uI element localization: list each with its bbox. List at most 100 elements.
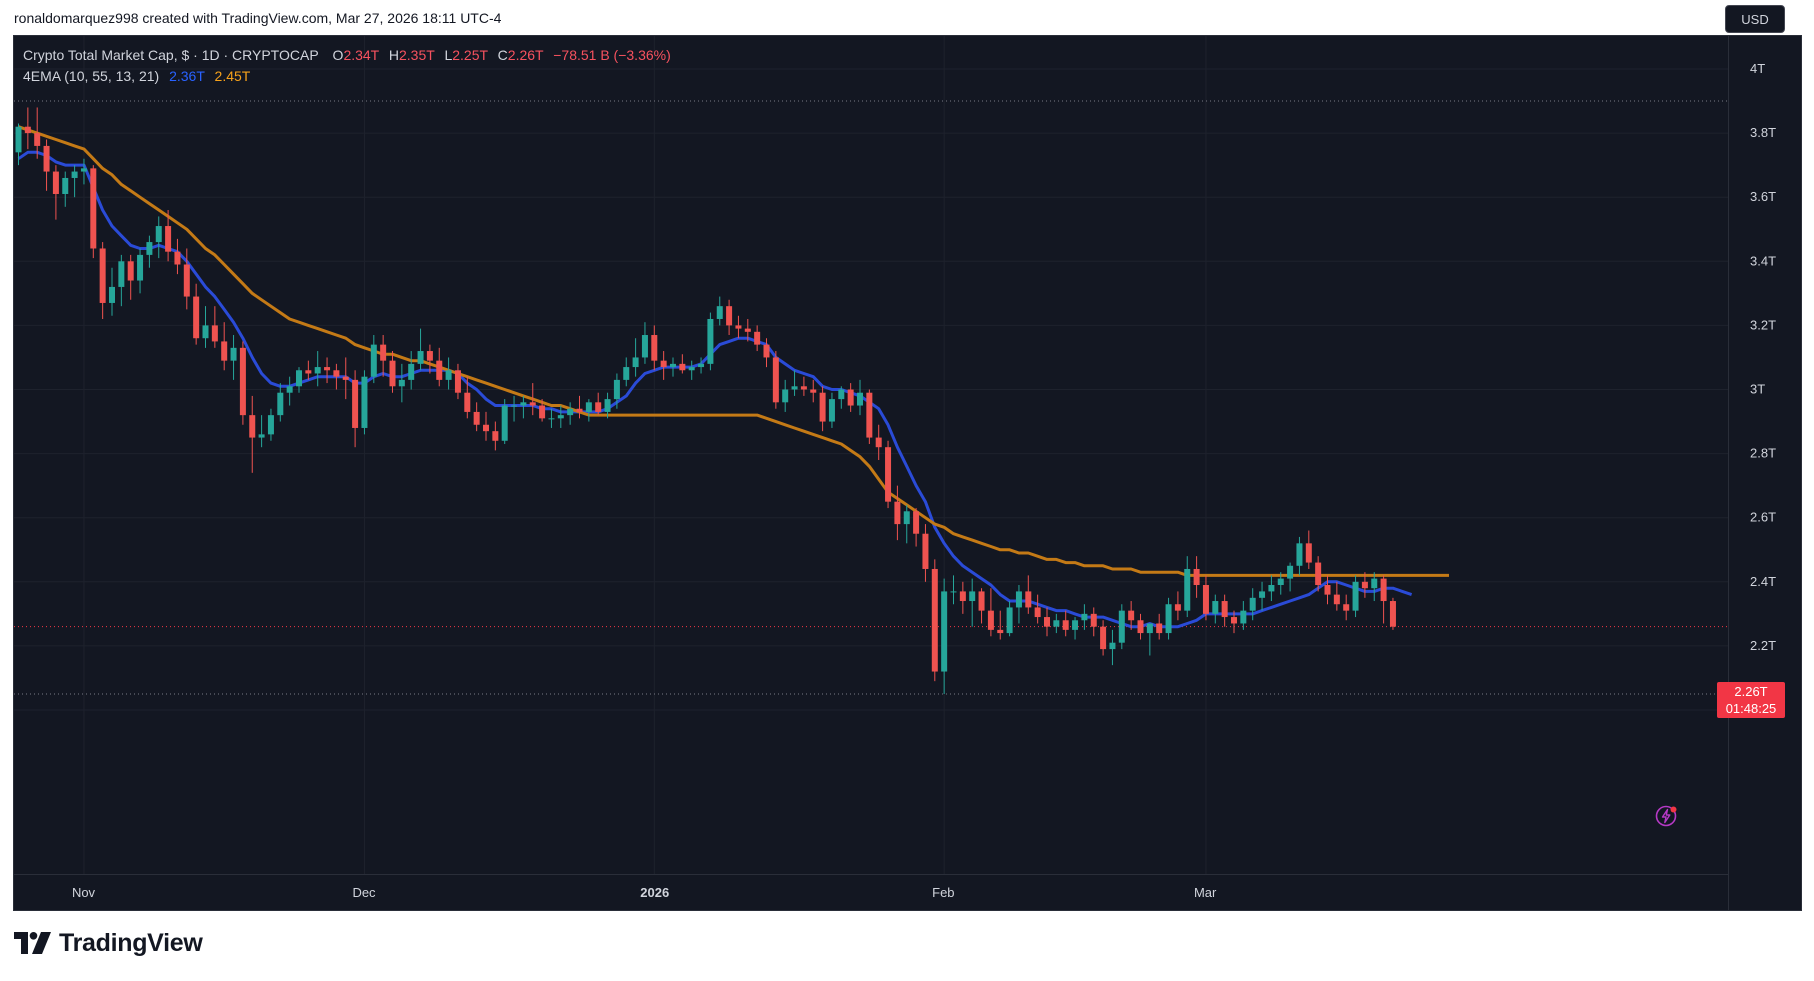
candle xyxy=(230,335,237,380)
candle-body xyxy=(857,392,863,406)
price-tick-label: 3.4T xyxy=(1750,253,1776,268)
candle-body xyxy=(1371,578,1378,589)
last-price-value: 2.26T xyxy=(1734,684,1768,699)
candle-body xyxy=(1165,604,1172,634)
currency-button[interactable]: USD xyxy=(1725,5,1785,33)
candle-body xyxy=(1389,601,1396,627)
price-tick-label: 4T xyxy=(1750,61,1765,76)
candle-body xyxy=(688,367,695,371)
candle xyxy=(529,383,536,416)
candle xyxy=(109,267,115,316)
candle xyxy=(380,335,387,377)
time-tick-label: Mar xyxy=(1194,885,1217,900)
price-chart[interactable] xyxy=(14,36,1728,874)
candle-body xyxy=(1062,620,1069,630)
bolt-icon[interactable] xyxy=(1655,804,1679,828)
legend-open: 2.34T xyxy=(343,47,379,63)
candle xyxy=(1259,581,1266,611)
candle-body xyxy=(772,357,779,403)
candle xyxy=(782,379,789,412)
candle-body xyxy=(1193,568,1200,586)
candle-body xyxy=(1380,578,1387,602)
candle xyxy=(408,351,415,390)
candle xyxy=(585,399,592,422)
candle-body xyxy=(1072,620,1079,630)
candle xyxy=(62,171,69,207)
candle-body xyxy=(1015,591,1022,608)
candle xyxy=(1240,601,1247,630)
candle xyxy=(1268,575,1275,602)
candle xyxy=(1100,620,1107,656)
candle xyxy=(1202,575,1209,621)
candle xyxy=(155,216,162,259)
candle xyxy=(613,373,620,409)
candle-body xyxy=(155,226,162,243)
candle-body xyxy=(464,392,471,412)
candle xyxy=(567,402,574,425)
candle-body xyxy=(511,405,518,407)
candle xyxy=(127,254,134,300)
candle-body xyxy=(90,168,97,249)
time-axis[interactable]: Nov Dec 2026 Feb Mar xyxy=(14,874,1728,910)
candle-body xyxy=(1044,617,1050,627)
candle xyxy=(1044,607,1050,637)
candle-body xyxy=(305,370,312,374)
candle-body xyxy=(660,360,667,368)
legend-indicator-row: 4EMA (10, 55, 13, 21) 2.36T 2.45T xyxy=(23,66,671,87)
candle-body xyxy=(548,418,555,420)
candle-body xyxy=(754,331,761,345)
price-tick-label: 3.8T xyxy=(1750,125,1776,140)
candle xyxy=(1296,536,1303,576)
candle xyxy=(997,610,1004,640)
candle xyxy=(1081,604,1088,630)
candle-body xyxy=(763,344,770,358)
tradingview-brand[interactable]: TradingView xyxy=(14,928,203,958)
candle-body xyxy=(913,511,920,534)
candle xyxy=(539,399,546,422)
candle xyxy=(866,389,873,444)
candle xyxy=(922,524,929,582)
candle-body xyxy=(1090,613,1097,627)
price-tick-label: 2.8T xyxy=(1750,446,1776,461)
price-tick-label: 2.2T xyxy=(1750,638,1776,653)
candle-body xyxy=(43,145,50,172)
candle-body xyxy=(838,389,845,400)
candle xyxy=(454,363,461,400)
candle xyxy=(1165,597,1172,640)
candle-body xyxy=(595,402,602,412)
candle-body xyxy=(987,610,994,630)
candle xyxy=(1053,613,1060,634)
candle xyxy=(847,383,854,412)
candle xyxy=(445,357,452,390)
candle xyxy=(707,312,714,371)
candle-body xyxy=(314,367,321,374)
candle-body xyxy=(296,370,302,387)
candle xyxy=(828,392,835,428)
candle xyxy=(473,402,480,432)
legend-ema-slow: 2.45T xyxy=(214,68,251,84)
candle xyxy=(342,357,349,400)
candle xyxy=(137,248,144,294)
candle-body xyxy=(324,367,331,371)
candle-body xyxy=(1352,581,1359,611)
candle xyxy=(1128,601,1135,630)
candle-body xyxy=(230,347,237,361)
candle-body xyxy=(632,357,639,368)
candle xyxy=(941,578,948,694)
candle xyxy=(987,588,994,637)
candle xyxy=(623,357,630,387)
candle xyxy=(885,440,892,509)
candle xyxy=(548,408,555,428)
plot-area[interactable] xyxy=(14,36,1728,874)
candle xyxy=(370,335,377,384)
candle-body xyxy=(174,251,181,265)
candle-body xyxy=(1156,623,1163,634)
candle xyxy=(511,395,518,422)
legend-close-key: C xyxy=(497,47,508,63)
legend-high-key: H xyxy=(388,47,399,63)
candle-body xyxy=(959,591,966,602)
candle-body xyxy=(1315,562,1322,586)
candle xyxy=(24,107,31,150)
candle xyxy=(1174,591,1181,621)
